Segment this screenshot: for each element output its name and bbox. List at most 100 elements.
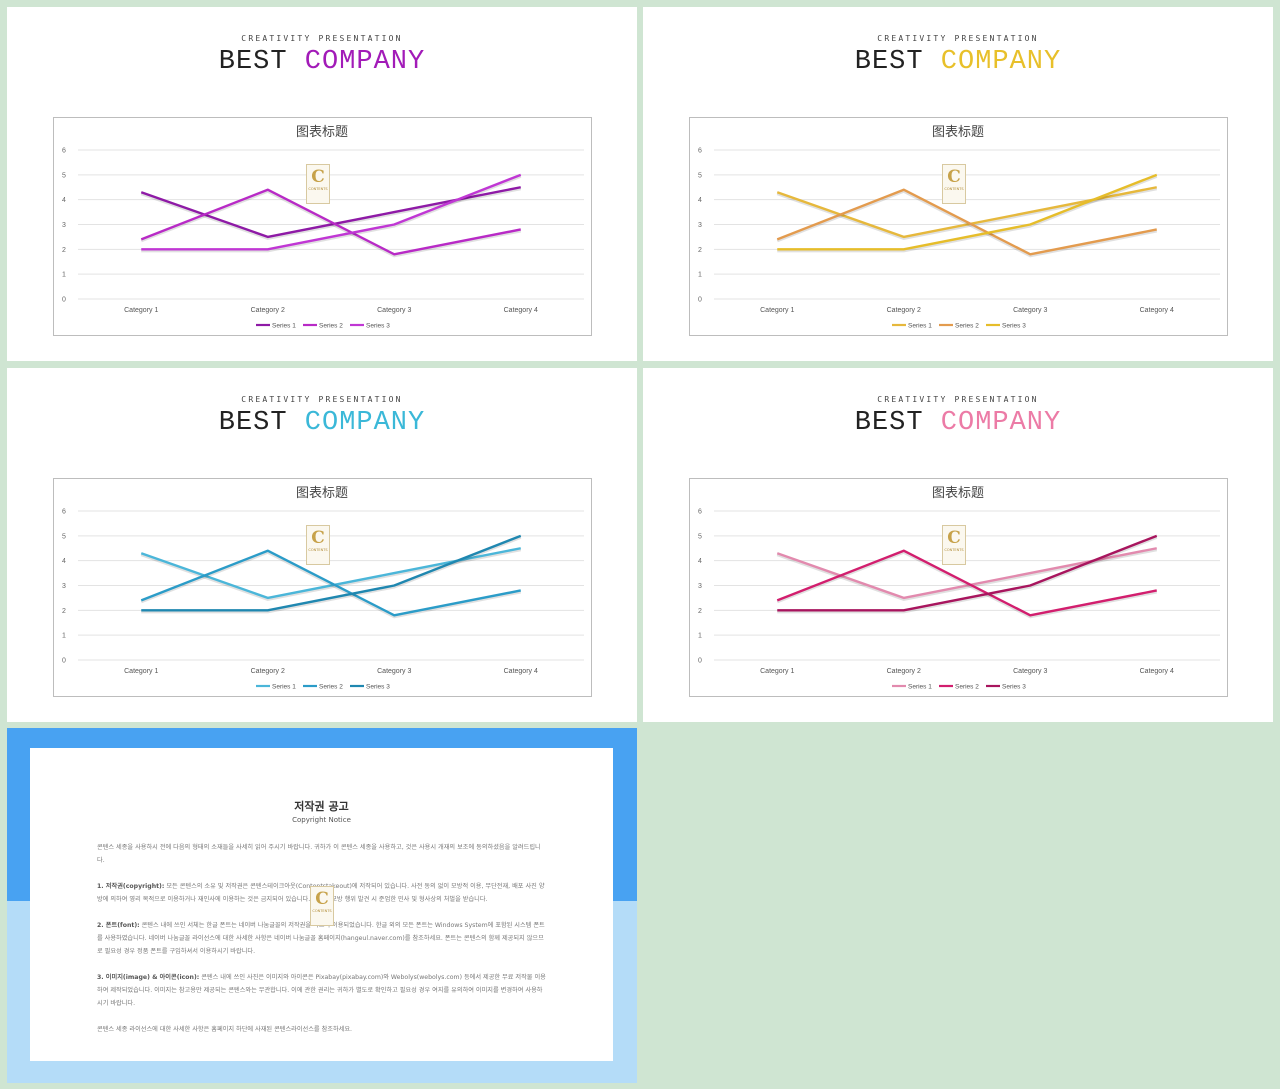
line-chart-3: 图表标题 0 1 2 3 4 5 6 Category 1 Category 2 Category … — [53, 478, 592, 697]
series-line-shadow — [141, 535, 522, 614]
slide-kicker: CREATIVITY PRESENTATION — [877, 34, 1039, 43]
chart-svg: 图表标题 0 1 2 3 4 5 6 Category 1 Category 2 Category … — [62, 486, 584, 691]
x-tick-label: Category 4 — [1140, 668, 1174, 675]
y-tick-label: 2 — [62, 247, 66, 254]
legend-label: Series 3 — [366, 684, 390, 691]
y-tick-label: 0 — [62, 297, 66, 304]
y-tick-label: 6 — [698, 148, 702, 155]
line-chart-1: 图表标题 0 1 2 3 4 5 6 Category 1 Category 2 Category … — [53, 117, 592, 336]
series-line — [140, 186, 521, 239]
y-tick-label: 4 — [62, 197, 66, 204]
notice-image-head: 3. 이미지(image) & 아이콘(icon): — [97, 974, 200, 981]
chart-title: 图表标题 — [296, 125, 348, 140]
title-company: COMPANY — [940, 47, 1062, 77]
title-company: COMPANY — [940, 408, 1062, 438]
series-line-shadow — [140, 548, 522, 601]
notice-title: 저작권 공고 — [294, 800, 349, 813]
slide-title: BEST COMPANY — [7, 47, 637, 77]
legend-label: Series 1 — [272, 684, 296, 691]
x-tick-label: Category 1 — [124, 307, 158, 314]
slide-4: CREATIVITY PRESENTATION BEST COMPANY 图表标… — [643, 368, 1273, 722]
series-line — [776, 186, 1157, 239]
x-tick-label: Category 2 — [251, 668, 285, 675]
series-line-shadow — [141, 174, 522, 253]
slide-kicker: CREATIVITY PRESENTATION — [241, 34, 403, 43]
slide-title: BEST COMPANY — [643, 47, 1273, 77]
chart-svg: 图表标题 0 1 2 3 4 5 6 Category 1 Category 2 Category … — [698, 125, 1220, 330]
chart-svg: 图表标题 0 1 2 3 4 5 6 Category 1 Category 2 Category … — [698, 486, 1220, 691]
y-tick-label: 1 — [62, 633, 66, 640]
title-best: BEST — [218, 47, 288, 77]
series-line — [776, 549, 1157, 617]
notice-body: 콘텐스 세종을 사용하시 전에 다음의 형태의 소재들을 사세히 읽어 주시기 … — [97, 841, 547, 1049]
series-line — [140, 188, 521, 256]
series-line-shadow — [777, 174, 1158, 253]
title-best: BEST — [218, 408, 288, 438]
notice-copyright-text: 모든 콘텐스의 소유 및 저작권은 콘텐스테이크아웃(Contentstakeo… — [97, 883, 545, 903]
y-tick-label: 3 — [698, 583, 702, 590]
series-line-shadow — [776, 548, 1158, 601]
x-tick-label: Category 1 — [124, 668, 158, 675]
series-line — [140, 549, 521, 617]
title-company: COMPANY — [304, 408, 426, 438]
line-chart-4: 图表标题 0 1 2 3 4 5 6 Category 1 Category 2 Category … — [689, 478, 1228, 697]
series-line — [141, 534, 522, 612]
y-tick-label: 2 — [62, 608, 66, 615]
x-tick-label: Category 3 — [377, 668, 411, 675]
y-tick-label: 3 — [698, 222, 702, 229]
slide-1: CREATIVITY PRESENTATION BEST COMPANY 图表标… — [7, 7, 637, 361]
watermark-logo: C CONTENTS — [306, 525, 330, 565]
y-tick-label: 3 — [62, 222, 66, 229]
x-tick-label: Category 2 — [887, 668, 921, 675]
slide-title: BEST COMPANY — [7, 408, 637, 438]
y-tick-label: 5 — [62, 533, 66, 540]
x-tick-label: Category 3 — [1013, 307, 1047, 314]
x-tick-label: Category 4 — [504, 668, 538, 675]
y-tick-label: 5 — [62, 172, 66, 179]
watermark-logo: C CONTENTS — [310, 886, 334, 926]
y-tick-label: 4 — [698, 197, 702, 204]
legend-label: Series 3 — [1002, 323, 1026, 330]
chart-title: 图表标题 — [932, 125, 984, 140]
legend-label: Series 3 — [366, 323, 390, 330]
legend-label: Series 1 — [908, 684, 932, 691]
x-tick-label: Category 4 — [504, 307, 538, 314]
y-tick-label: 0 — [698, 658, 702, 665]
series-line — [777, 173, 1158, 251]
series-line-shadow — [776, 187, 1158, 240]
notice-copyright-head: 1. 저작권(copyright): — [97, 883, 165, 890]
series-line-shadow — [777, 535, 1158, 614]
watermark-logo: C CONTENTS — [942, 164, 966, 204]
legend-label: Series 2 — [955, 323, 979, 330]
series-line-shadow — [776, 189, 1158, 258]
chart-title: 图表标题 — [932, 486, 984, 501]
legend-label: Series 1 — [272, 323, 296, 330]
notice-image: 3. 이미지(image) & 아이콘(icon): 콘텐스 내에 쓰인 사진은… — [97, 971, 547, 1010]
y-tick-label: 2 — [698, 608, 702, 615]
legend-label: Series 2 — [319, 684, 343, 691]
y-tick-label: 0 — [62, 658, 66, 665]
legend-label: Series 1 — [908, 323, 932, 330]
y-tick-label: 6 — [698, 509, 702, 516]
title-company: COMPANY — [304, 47, 426, 77]
notice-font-text: 콘텐스 내에 쓰인 서체는 한글 폰트는 네이버 나눔글꼴의 저작권을 따르며 … — [97, 922, 545, 955]
y-tick-label: 4 — [62, 558, 66, 565]
notice-image-text: 콘텐스 내에 쓰인 사진은 이미지와 아이콘은 Pixabay(pixabay.… — [97, 974, 546, 1007]
y-tick-label: 1 — [62, 272, 66, 279]
chart-title: 图表标题 — [296, 486, 348, 501]
y-tick-label: 5 — [698, 533, 702, 540]
x-tick-label: Category 3 — [377, 307, 411, 314]
line-chart-2: 图表标题 0 1 2 3 4 5 6 Category 1 Category 2 Category … — [689, 117, 1228, 336]
legend-label: Series 2 — [955, 684, 979, 691]
watermark-logo: C CONTENTS — [306, 164, 330, 204]
x-tick-label: Category 1 — [760, 307, 794, 314]
copyright-slide: 저작권 공고 Copyright Notice 콘텐스 세종을 사용하시 전에 … — [7, 728, 637, 1083]
notice-subtitle: Copyright Notice — [292, 816, 351, 824]
legend-label: Series 3 — [1002, 684, 1026, 691]
notice-copyright: 1. 저작권(copyright): 모든 콘텐스의 소유 및 저작권은 콘텐스… — [97, 880, 547, 906]
series-line — [776, 547, 1157, 600]
slide-title: BEST COMPANY — [643, 408, 1273, 438]
notice-outro: 콘텐스 세종 라이선스에 대한 사세한 사항은 홈페이지 하단에 사재된 콘텐스… — [97, 1026, 353, 1033]
notice-font: 2. 폰트(font): 콘텐스 내에 쓰인 서체는 한글 폰트는 네이버 나눔… — [97, 919, 547, 958]
x-tick-label: Category 2 — [251, 307, 285, 314]
